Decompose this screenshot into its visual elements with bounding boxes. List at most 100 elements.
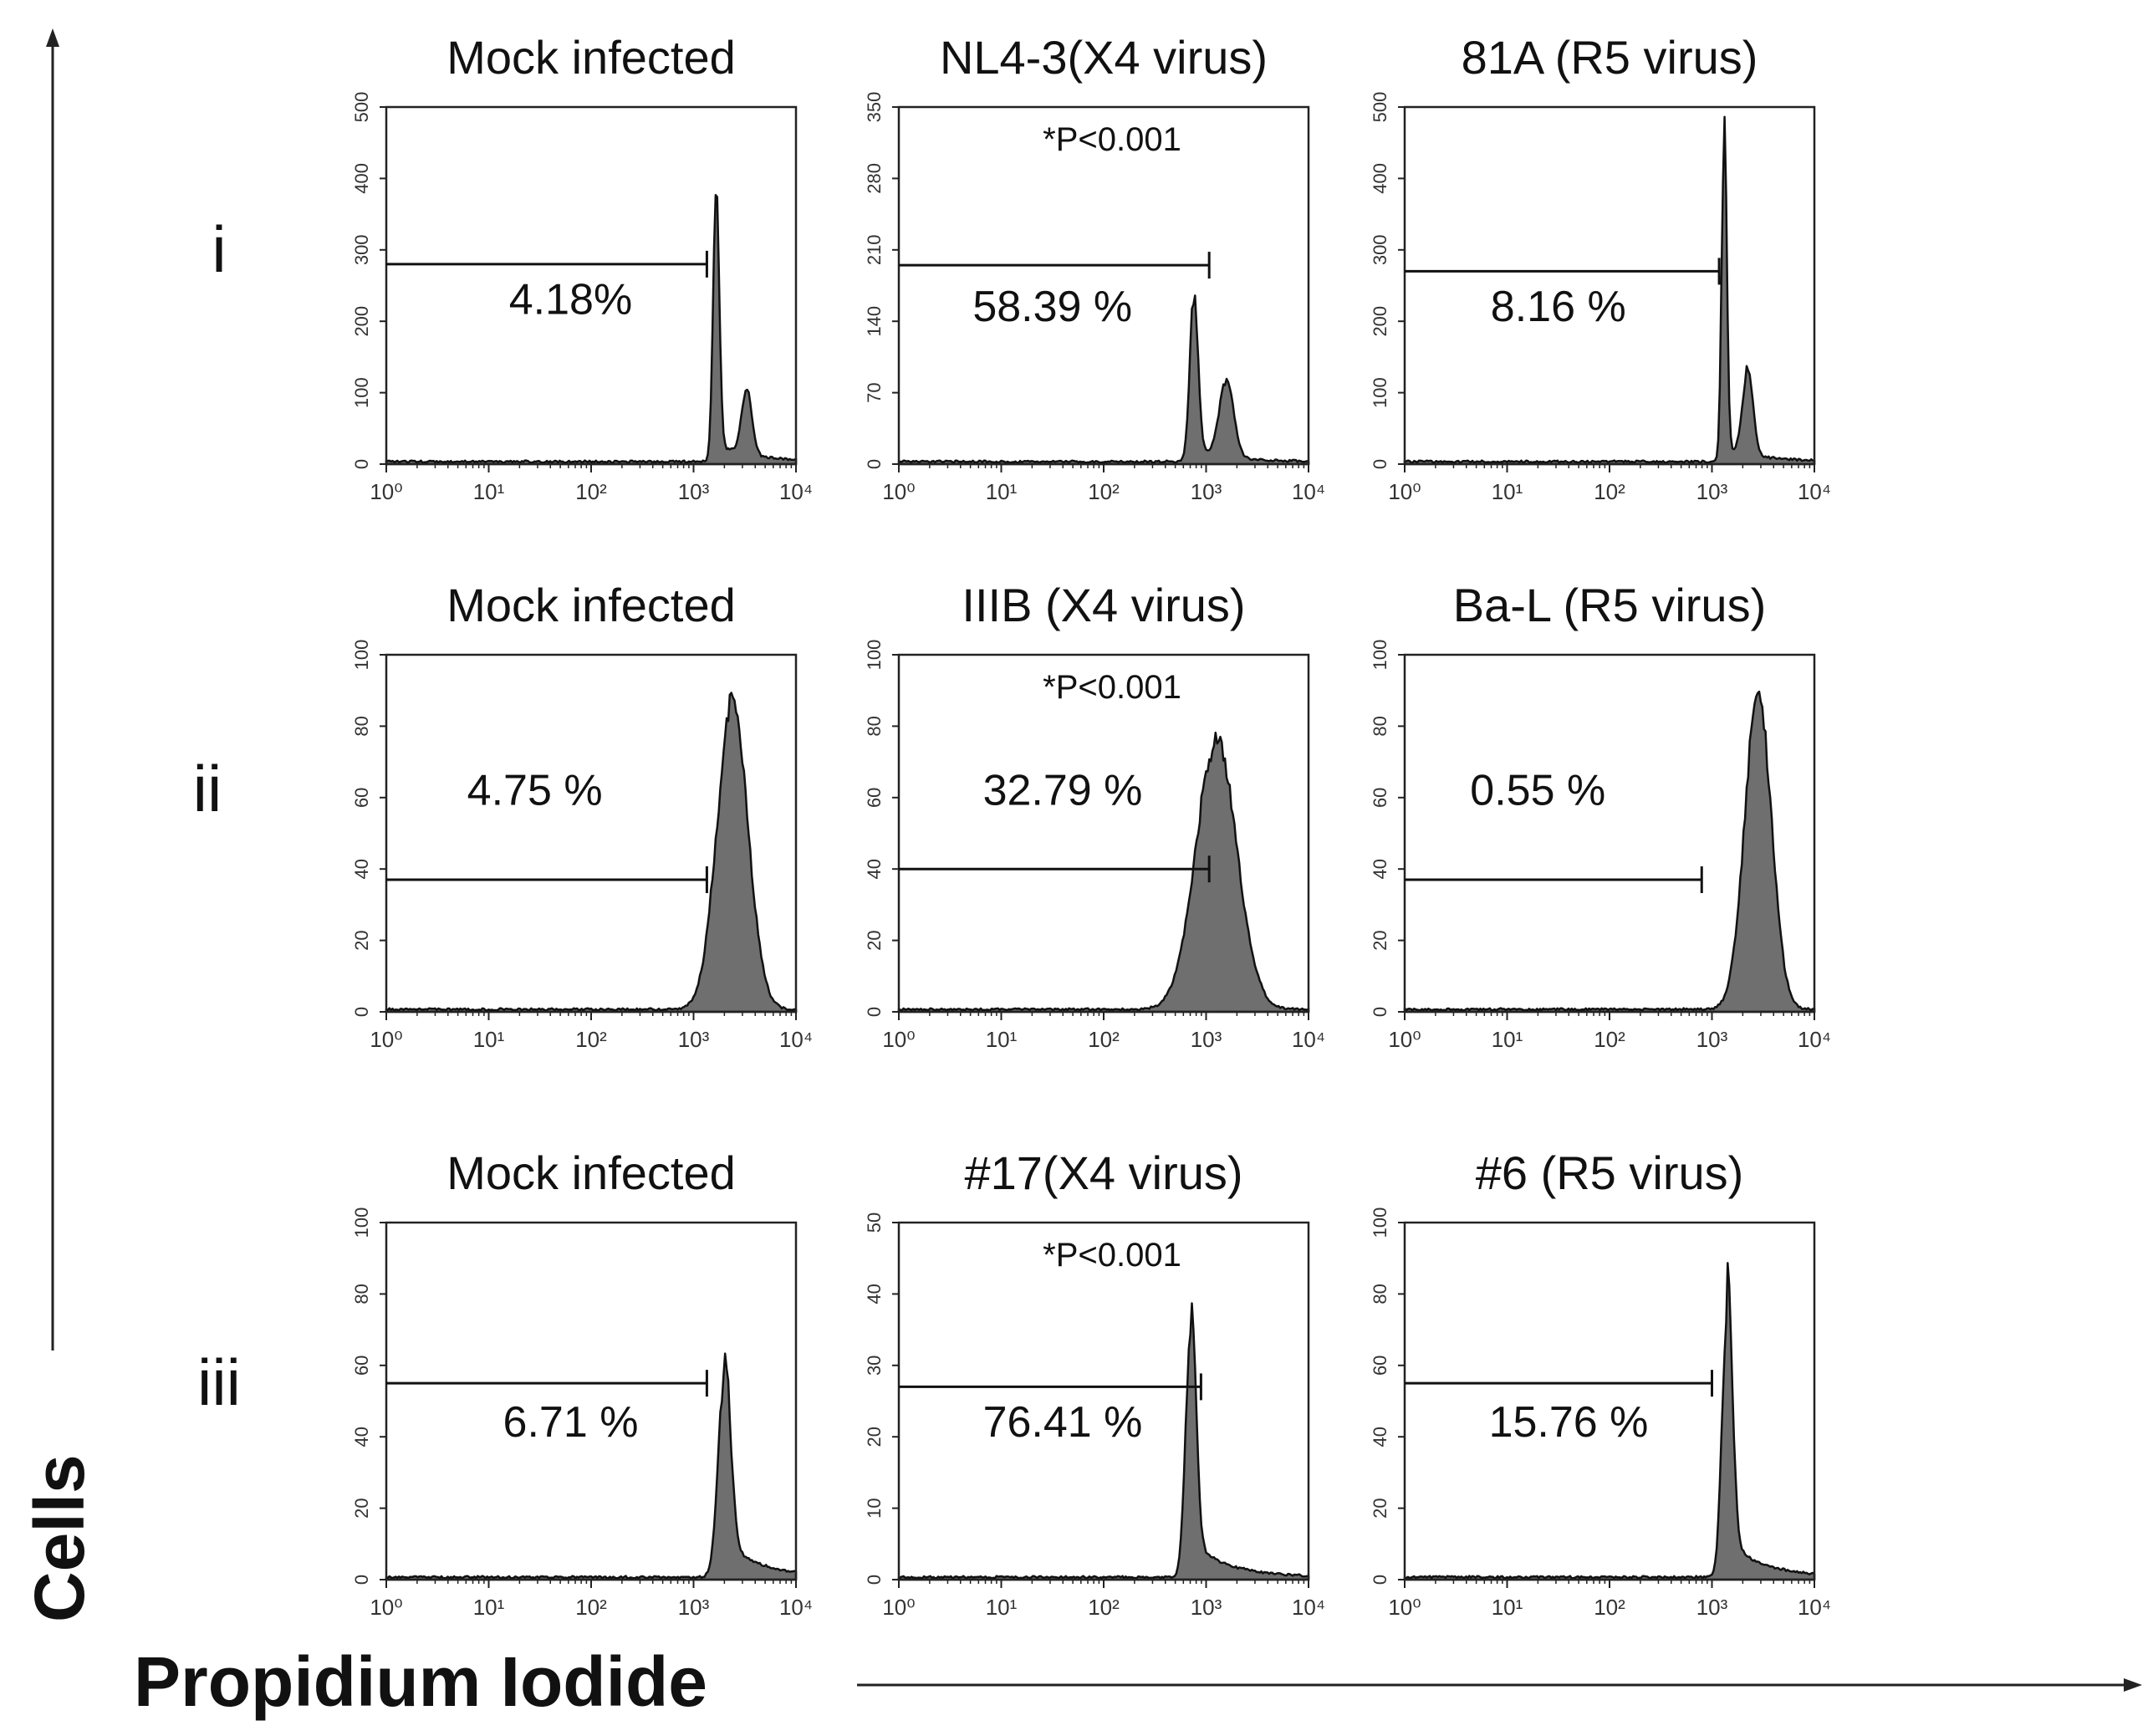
y-tick-label: 100	[1370, 377, 1390, 408]
panel-title: Mock infected	[446, 31, 736, 84]
x-tick-label: 10⁰	[882, 1027, 915, 1052]
y-tick-label: 300	[1370, 234, 1390, 265]
x-tick-label: 10³	[1696, 1595, 1728, 1620]
x-tick-label: 10⁴	[1292, 1595, 1325, 1620]
y-tick-label: 0	[1370, 459, 1390, 469]
x-tick-label: 10²	[1088, 1595, 1120, 1620]
y-tick-label: 40	[864, 1284, 885, 1304]
y-tick-label: 200	[351, 306, 372, 337]
x-tick-label: 10⁴	[1292, 1027, 1325, 1052]
y-tick-label: 40	[864, 859, 885, 879]
y-tick-label: 100	[351, 640, 372, 671]
y-tick-label: 20	[864, 1427, 885, 1447]
y-tick-label: 300	[351, 234, 372, 265]
x-tick-label: 10⁰	[882, 1595, 915, 1620]
y-tick-label: 0	[864, 459, 885, 469]
histogram-area	[385, 692, 798, 1014]
y-tick-label: 60	[351, 1356, 372, 1376]
histogram-area	[1403, 1262, 1816, 1581]
histogram-panel-r1c1: IIIB (X4 virus) 0 20 40 60 80 100 10⁰ 10¹ 10² 10³ 1…	[864, 579, 1325, 1052]
x-tick-label: 10⁴	[1798, 1027, 1831, 1052]
x-tick-label: 10³	[1696, 479, 1728, 504]
y-tick-label: 100	[864, 640, 885, 671]
y-tick-label: 60	[1370, 1356, 1390, 1376]
gate-percentage: 6.71 %	[503, 1398, 639, 1447]
y-tick-label: 80	[351, 716, 372, 736]
y-tick-label: 80	[351, 1284, 372, 1304]
y-tick-label: 80	[1370, 716, 1390, 736]
y-tick-label: 10	[864, 1498, 885, 1518]
y-tick-label: 20	[351, 930, 372, 950]
x-tick-label: 10²	[575, 479, 607, 504]
x-tick-label: 10⁰	[370, 1027, 402, 1052]
gate-percentage: 58.39 %	[972, 283, 1132, 331]
x-axis-label: Propidium Iodide	[134, 1642, 707, 1721]
x-tick-label: 10²	[1088, 479, 1120, 504]
gate-percentage: 15.76 %	[1489, 1398, 1649, 1447]
histogram-panel-r2c0: Mock infected 0 20 40 60 80 100 10⁰ 10¹ 10² 10³ 10⁴…	[351, 1146, 813, 1620]
gate-percentage: 76.41 %	[983, 1398, 1143, 1447]
panel-title: #17(X4 virus)	[964, 1146, 1242, 1199]
x-tick-label: 10³	[678, 1595, 710, 1620]
y-tick-label: 0	[864, 1575, 885, 1585]
x-tick-label: 10²	[1594, 479, 1625, 504]
x-tick-label: 10²	[575, 1595, 607, 1620]
y-tick-label: 0	[1370, 1575, 1390, 1585]
panel-title: 81A (R5 virus)	[1462, 31, 1758, 84]
histogram-area	[385, 193, 798, 466]
y-tick-label: 60	[351, 788, 372, 808]
y-axis-arrow-head	[46, 28, 59, 47]
y-tick-label: 140	[864, 306, 885, 337]
y-tick-label: 0	[351, 1007, 372, 1017]
y-tick-label: 100	[351, 377, 372, 408]
x-tick-label: 10⁴	[779, 479, 813, 504]
panel-title: IIIB (X4 virus)	[962, 579, 1245, 631]
x-tick-label: 10⁴	[1292, 479, 1325, 504]
x-axis-arrow-head	[2124, 1678, 2142, 1692]
y-tick-label: 280	[864, 163, 885, 194]
x-tick-label: 10³	[1191, 1027, 1222, 1052]
x-tick-label: 10⁴	[779, 1595, 813, 1620]
y-tick-label: 70	[864, 382, 885, 402]
y-axis-label: Cells	[20, 1454, 99, 1622]
y-tick-label: 500	[1370, 92, 1390, 123]
histogram-area	[897, 1302, 1310, 1581]
y-tick-label: 50	[864, 1213, 885, 1233]
histogram-area	[1403, 690, 1816, 1014]
y-tick-label: 40	[351, 859, 372, 879]
y-tick-label: 400	[1370, 163, 1390, 194]
significance-annotation: *P<0.001	[1043, 669, 1181, 706]
x-tick-label: 10⁰	[370, 479, 402, 504]
histogram-area	[1403, 115, 1816, 466]
x-tick-label: 10¹	[473, 479, 505, 504]
x-tick-label: 10⁴	[1798, 1595, 1831, 1620]
y-tick-label: 100	[1370, 640, 1390, 671]
y-tick-label: 40	[1370, 1427, 1390, 1447]
panel-title: NL4-3(X4 virus)	[940, 31, 1268, 84]
histogram-panel-r1c2: Ba-L (R5 virus) 0 20 40 60 80 100 10⁰ 10¹ 10² 10³ 1…	[1370, 579, 1831, 1052]
x-tick-label: 10¹	[986, 1595, 1018, 1620]
x-tick-label: 10³	[1696, 1027, 1728, 1052]
histogram-panel-r0c0: Mock infected 0 100 200 300 400 500 10⁰ 10¹ 10² 10…	[351, 31, 813, 504]
x-tick-label: 10¹	[1492, 1027, 1523, 1052]
x-tick-label: 10⁴	[1798, 479, 1831, 504]
y-tick-label: 40	[351, 1427, 372, 1447]
x-tick-label: 10¹	[1492, 479, 1523, 504]
x-tick-label: 10¹	[986, 479, 1018, 504]
x-tick-label: 10¹	[473, 1595, 505, 1620]
y-tick-label: 0	[351, 1575, 372, 1585]
y-tick-label: 20	[1370, 1498, 1390, 1518]
x-tick-label: 10²	[575, 1027, 607, 1052]
histogram-panel-r0c2: 81A (R5 virus) 0 100 200 300 400 500 10⁰ 10¹ 10² 1…	[1370, 31, 1831, 504]
x-tick-label: 10⁰	[1388, 479, 1421, 504]
gate-percentage: 4.75 %	[467, 766, 603, 814]
x-tick-label: 10³	[678, 479, 710, 504]
x-tick-label: 10²	[1088, 1027, 1120, 1052]
y-tick-label: 210	[864, 234, 885, 265]
panel-title: Mock infected	[446, 579, 736, 631]
x-tick-label: 10²	[1594, 1027, 1625, 1052]
histogram-panel-r0c1: NL4-3(X4 virus) 0 70 140 210 280 350 10⁰ 10¹ 10² 1…	[864, 31, 1325, 504]
panel-title: Ba-L (R5 virus)	[1453, 579, 1766, 631]
